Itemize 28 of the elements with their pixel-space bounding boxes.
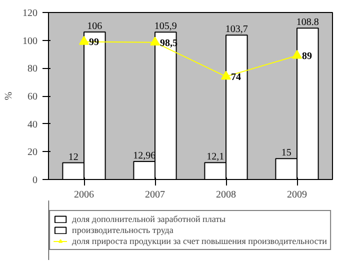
point <box>150 36 160 46</box>
y-tick-label: 20 <box>28 147 38 158</box>
data-label: 89 <box>302 51 312 62</box>
x-tick-label: 2008 <box>216 190 236 200</box>
data-label: 74 <box>231 72 241 84</box>
x-tick-label: 2009 <box>287 190 307 200</box>
legend-label: доля дополнительной заработной платы <box>72 214 226 224</box>
y-tick-label: 40 <box>28 119 38 130</box>
y-tick-label: 100 <box>22 36 38 47</box>
y-axis-title: % <box>4 92 14 100</box>
data-label: 106 <box>87 20 102 32</box>
y-tick-label: 120 <box>22 8 38 19</box>
point <box>292 50 302 59</box>
data-label: 108.8 <box>296 17 319 28</box>
data-label: 15 <box>281 148 292 159</box>
y-tick-label: 0 <box>32 175 38 186</box>
legend-label: доля прироста продукции за счет повышения производительности <box>72 236 327 246</box>
point <box>79 36 89 45</box>
point <box>221 70 231 80</box>
x-tick-label: 2007 <box>145 190 165 200</box>
legend-label: производительность труда <box>72 225 174 235</box>
data-label: 12,1 <box>206 152 224 163</box>
y-tick-label: 60 <box>28 92 38 102</box>
y-tick-label: 80 <box>28 64 38 75</box>
data-label: 12 <box>68 152 78 163</box>
x-tick-label: 2006 <box>74 190 94 200</box>
data-label: 105,9 <box>154 21 177 32</box>
data-label: 103,7 <box>225 24 248 36</box>
